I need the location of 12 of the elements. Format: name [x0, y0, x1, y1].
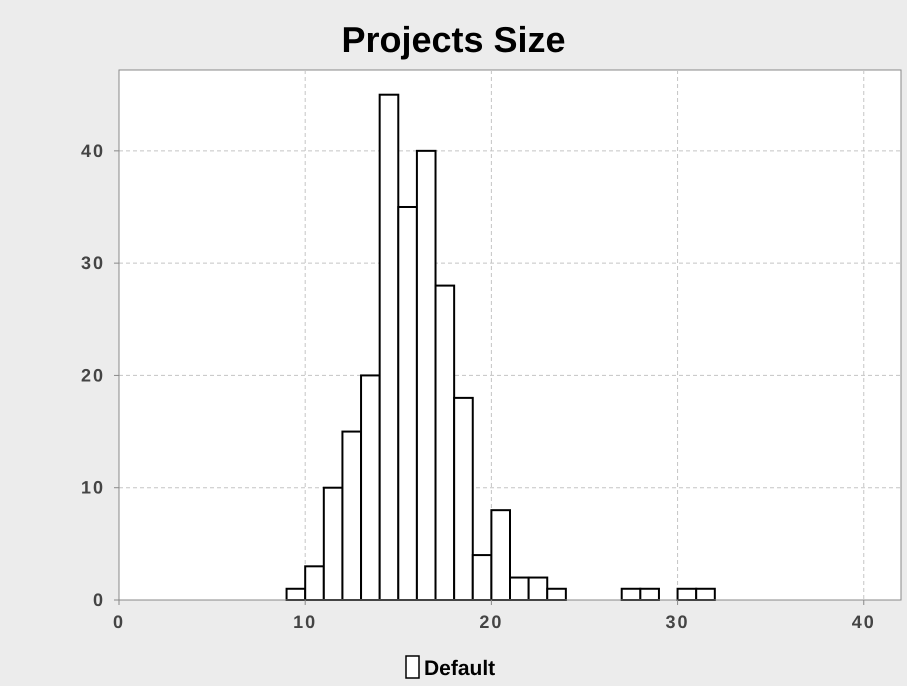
legend-label: Default	[424, 657, 496, 680]
y-tick-label: 10	[80, 478, 105, 498]
x-tick-label: 20	[479, 612, 504, 632]
x-tick-label: 30	[666, 612, 690, 632]
y-tick-label: 0	[92, 590, 105, 610]
x-tick-label: 0	[112, 612, 126, 632]
y-tick-label: 20	[80, 365, 105, 386]
y-tick-label: 30	[80, 253, 105, 274]
x-tick-label: 40	[852, 612, 876, 632]
chart-title: Projects Size	[341, 19, 566, 60]
x-tick-label: 10	[293, 612, 318, 632]
y-tick-label: 40	[80, 140, 105, 161]
